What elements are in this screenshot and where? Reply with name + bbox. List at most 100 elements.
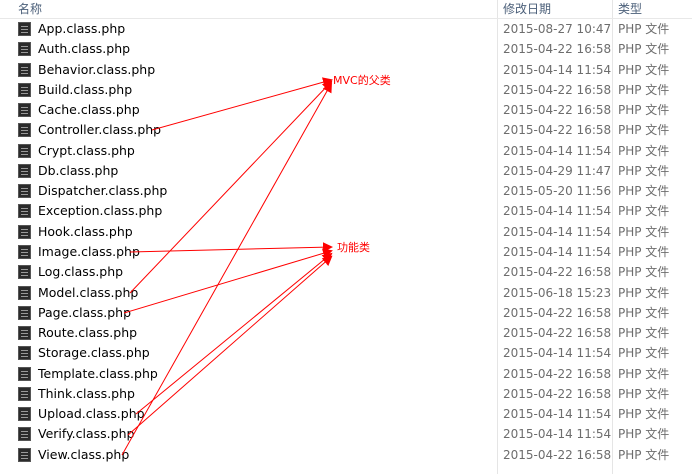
file-name[interactable]: Storage.class.php [38, 345, 150, 361]
file-modified-date: 2015-05-20 11:56 [503, 184, 612, 199]
file-row[interactable]: Controller.class.php 2015-04-22 16:58 PHP … [0, 120, 692, 140]
file-name[interactable]: Verify.class.php [38, 426, 135, 442]
file-row[interactable]: Page.class.php 2015-04-22 16:58 PHP 文件 [0, 303, 692, 323]
arrow-upload-to-func [135, 252, 333, 415]
column-divider[interactable] [612, 0, 613, 474]
file-row[interactable]: Crypt.class.php 2015-04-14 11:54 PHP 文件 [0, 141, 692, 161]
file-type: PHP 文件 [618, 163, 670, 178]
column-divider[interactable] [497, 0, 498, 474]
file-name[interactable]: Upload.class.php [38, 406, 145, 422]
file-modified-date: 2015-04-14 11:54 [503, 407, 612, 422]
file-type: PHP 文件 [618, 42, 670, 57]
file-name[interactable]: Auth.class.php [38, 41, 131, 57]
file-name[interactable]: Exception.class.php [38, 203, 163, 219]
php-file-icon [18, 285, 31, 300]
file-row[interactable]: Model.class.php 2015-06-18 15:23 PHP 文件 [0, 283, 692, 303]
file-modified-date: 2015-04-14 11:54 [503, 224, 612, 239]
php-file-icon [18, 62, 31, 77]
file-modified-date: 2015-04-14 11:54 [503, 244, 612, 259]
file-modified-date: 2015-04-14 11:54 [503, 62, 612, 77]
file-row[interactable]: Db.class.php 2015-04-29 11:47 PHP 文件 [0, 161, 692, 181]
file-modified-date: 2015-04-22 16:58 [503, 386, 612, 401]
file-name[interactable]: Model.class.php [38, 284, 139, 300]
file-row[interactable]: Storage.class.php 2015-04-14 11:54 PHP 文件 [0, 343, 692, 363]
file-type: PHP 文件 [618, 143, 670, 158]
file-modified-date: 2015-04-22 16:58 [503, 42, 612, 57]
file-name[interactable]: Route.class.php [38, 325, 138, 341]
column-type-header[interactable]: 类型 [618, 2, 643, 16]
file-modified-date: 2015-06-18 15:23 [503, 285, 612, 300]
php-file-icon [18, 265, 31, 280]
file-name[interactable]: Build.class.php [38, 81, 133, 97]
file-row[interactable]: Cache.class.php 2015-04-22 16:58 PHP 文件 [0, 100, 692, 120]
file-row[interactable]: Think.class.php 2015-04-22 16:58 PHP 文件 [0, 384, 692, 404]
column-header: 名称 修改日期 类型 [0, 0, 692, 18]
file-type: PHP 文件 [618, 82, 670, 97]
file-type: PHP 文件 [618, 62, 670, 77]
file-name[interactable]: Cache.class.php [38, 102, 140, 118]
file-modified-date: 2015-04-22 16:58 [503, 366, 612, 381]
file-row[interactable]: Upload.class.php 2015-04-14 11:54 PHP 文件 [0, 404, 692, 424]
arrow-image-to-func [129, 242, 333, 253]
file-row[interactable]: Dispatcher.class.php 2015-05-20 11:56 PHP … [0, 181, 692, 201]
column-modified-header[interactable]: 修改日期 [503, 2, 552, 16]
file-name[interactable]: App.class.php [38, 21, 126, 36]
mvc-parent-label: MVC的父类 [333, 74, 391, 87]
file-row[interactable]: Log.class.php 2015-04-22 16:58 PHP 文件 [0, 262, 692, 282]
file-type: PHP 文件 [618, 285, 670, 300]
file-name[interactable]: View.class.php [38, 446, 130, 462]
file-row[interactable]: View.class.php 2015-04-22 16:58 PHP 文件 [0, 445, 692, 465]
file-name[interactable]: Template.class.php [38, 365, 158, 381]
file-row[interactable]: Hook.class.php 2015-04-14 11:54 PHP 文件 [0, 222, 692, 242]
file-name[interactable]: Db.class.php [38, 162, 119, 178]
file-name[interactable]: Controller.class.php [38, 122, 162, 138]
file-name[interactable]: Log.class.php [38, 264, 124, 280]
file-type: PHP 文件 [618, 407, 670, 422]
php-file-icon [18, 42, 31, 57]
arrow-model-to-mvc [129, 80, 333, 294]
file-name[interactable]: Dispatcher.class.php [38, 183, 168, 199]
file-row[interactable]: Auth.class.php 2015-04-22 16:58 PHP 文件 [0, 39, 692, 59]
file-row[interactable]: App.class.php 2015-08-27 10:47 PHP 文件 [0, 19, 692, 39]
php-file-icon [18, 305, 31, 320]
file-modified-date: 2015-04-14 11:54 [503, 346, 612, 361]
file-row[interactable]: Build.class.php 2015-04-22 16:58 PHP 文件 [0, 80, 692, 100]
file-row[interactable]: Template.class.php 2015-04-22 16:58 PHP 文件 [0, 364, 692, 384]
file-type: PHP 文件 [618, 265, 670, 280]
file-name[interactable]: Hook.class.php [38, 223, 133, 239]
file-name[interactable]: Page.class.php [38, 304, 132, 320]
file-row[interactable]: Exception.class.php 2015-04-14 11:54 PHP 文… [0, 201, 692, 221]
php-file-icon [18, 366, 31, 381]
file-row[interactable]: Verify.class.php 2015-04-14 11:54 PHP 文件 [0, 424, 692, 444]
php-file-icon [18, 204, 31, 219]
file-modified-date: 2015-04-29 11:47 [503, 163, 612, 178]
file-row[interactable]: Route.class.php 2015-04-22 16:58 PHP 文件 [0, 323, 692, 343]
php-file-icon [18, 163, 31, 178]
file-type: PHP 文件 [618, 366, 670, 381]
arrow-verify-to-func [127, 255, 333, 436]
file-name[interactable]: Think.class.php [38, 385, 135, 401]
file-modified-date: 2015-04-22 16:58 [503, 82, 612, 97]
file-type: PHP 文件 [618, 184, 670, 199]
file-type: PHP 文件 [618, 346, 670, 361]
php-file-icon [18, 244, 31, 259]
file-modified-date: 2015-04-14 11:54 [503, 204, 612, 219]
php-file-icon [18, 326, 31, 341]
file-row[interactable]: Behavior.class.php 2015-04-14 11:54 PHP 文件 [0, 60, 692, 80]
php-file-icon [18, 123, 31, 138]
file-name[interactable]: Image.class.php [38, 243, 140, 259]
file-modified-date: 2015-04-14 11:54 [503, 143, 612, 158]
file-modified-date: 2015-04-22 16:58 [503, 447, 612, 462]
column-name-header[interactable]: 名称 [18, 2, 43, 16]
php-file-icon [18, 427, 31, 442]
file-type: PHP 文件 [618, 427, 670, 442]
file-name[interactable]: Behavior.class.php [38, 61, 156, 77]
file-row[interactable]: Image.class.php 2015-04-14 11:54 PHP 文件 [0, 242, 692, 262]
arrow-controller-to-mvc [151, 77, 333, 131]
php-file-icon [18, 184, 31, 199]
header-divider [0, 18, 692, 19]
php-file-icon [18, 103, 31, 118]
file-modified-date: 2015-04-14 11:54 [503, 427, 612, 442]
file-name[interactable]: Crypt.class.php [38, 142, 135, 158]
php-file-icon [18, 386, 31, 401]
